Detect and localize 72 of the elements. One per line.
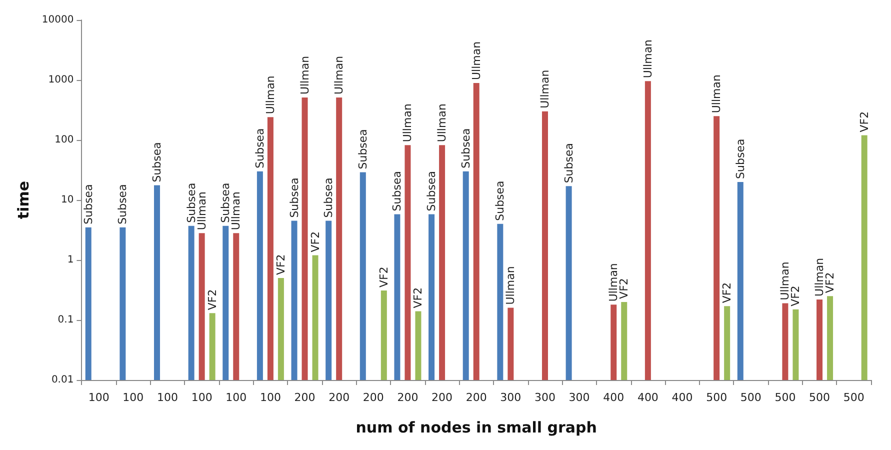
text: VF2 [720, 282, 734, 304]
text: Ullman [778, 262, 792, 300]
text: Subsea [390, 171, 404, 212]
text: VF2 [377, 266, 390, 288]
text: VF2 [858, 111, 871, 132]
x-axis-title: num of nodes in small graph [356, 418, 597, 436]
text: Ullman [641, 39, 654, 78]
x-tick-label: 400 [603, 391, 624, 404]
y-tick-label: 0.01 [51, 374, 74, 386]
text: Ullman [401, 104, 414, 142]
text: Subsea [425, 171, 438, 212]
y-tick-label: 10000 [42, 14, 74, 26]
text: Ullman [470, 41, 483, 80]
text: Subsea [219, 182, 232, 223]
text: Ullman [195, 192, 208, 230]
x-tick-label: 100 [226, 391, 247, 404]
text: Ullman [504, 266, 518, 305]
text: VF2 [618, 278, 631, 299]
text: Subsea [459, 128, 472, 168]
text: Ullman [813, 258, 826, 296]
x-tick-label: 100 [191, 391, 212, 404]
x-tick-label: 500 [774, 391, 796, 404]
x-tick-label: 200 [466, 391, 487, 404]
x-tick-label: 400 [637, 391, 658, 404]
text: VF2 [824, 272, 837, 294]
text: Ullman [710, 74, 724, 114]
x-tick-label: 300 [534, 391, 556, 404]
x-tick-label: 100 [88, 391, 110, 404]
text: Ullman [538, 70, 552, 108]
text: VF2 [206, 289, 219, 310]
text: Subsea [82, 184, 95, 224]
text: Ullman [607, 263, 620, 302]
x-tick-label: 200 [432, 391, 453, 404]
text: Subsea [253, 128, 266, 168]
x-tick-label: 100 [157, 391, 178, 404]
text: VF2 [274, 254, 288, 276]
x-tick-label: 100 [260, 391, 281, 404]
text: Subsea [116, 184, 130, 224]
x-tick-label: 200 [328, 391, 350, 404]
y-tick-label: 100 [54, 134, 74, 146]
text: Subsea [356, 129, 370, 170]
text: Ullman [264, 76, 277, 114]
text: Subsea [288, 178, 301, 218]
x-tick-label: 400 [672, 391, 693, 404]
text: VF2 [789, 286, 802, 306]
text: Subsea [150, 142, 164, 182]
x-tick-label: 500 [706, 391, 728, 404]
y-tick-label: 1 [67, 254, 74, 266]
y-tick-label: 10 [60, 194, 74, 206]
text: Ullman [332, 56, 346, 95]
text: VF2 [308, 231, 322, 252]
x-tick-label: 200 [362, 391, 384, 404]
x-tick-label: 200 [397, 391, 418, 404]
text: Subsea [494, 180, 507, 221]
y-axis-title: time [14, 180, 32, 220]
x-tick-label: 300 [568, 391, 590, 404]
text: VF2 [412, 287, 425, 308]
y-tick-label: 1000 [48, 74, 74, 86]
text: Subsea [562, 142, 576, 184]
text: Ullman [436, 104, 449, 142]
text: Subsea [184, 182, 198, 223]
text: Subsea [734, 138, 747, 179]
text: Ullman [298, 56, 312, 95]
text: Ullman [230, 192, 243, 230]
y-tick-label: 0.1 [58, 314, 74, 326]
x-tick-label: 500 [740, 391, 762, 404]
x-tick-label: 500 [809, 391, 830, 404]
x-tick-label: 300 [500, 391, 522, 404]
x-tick-label: 200 [294, 391, 316, 404]
x-tick-label: 500 [843, 391, 864, 404]
text: Subsea [322, 178, 336, 218]
x-tick-label: 100 [122, 391, 144, 404]
